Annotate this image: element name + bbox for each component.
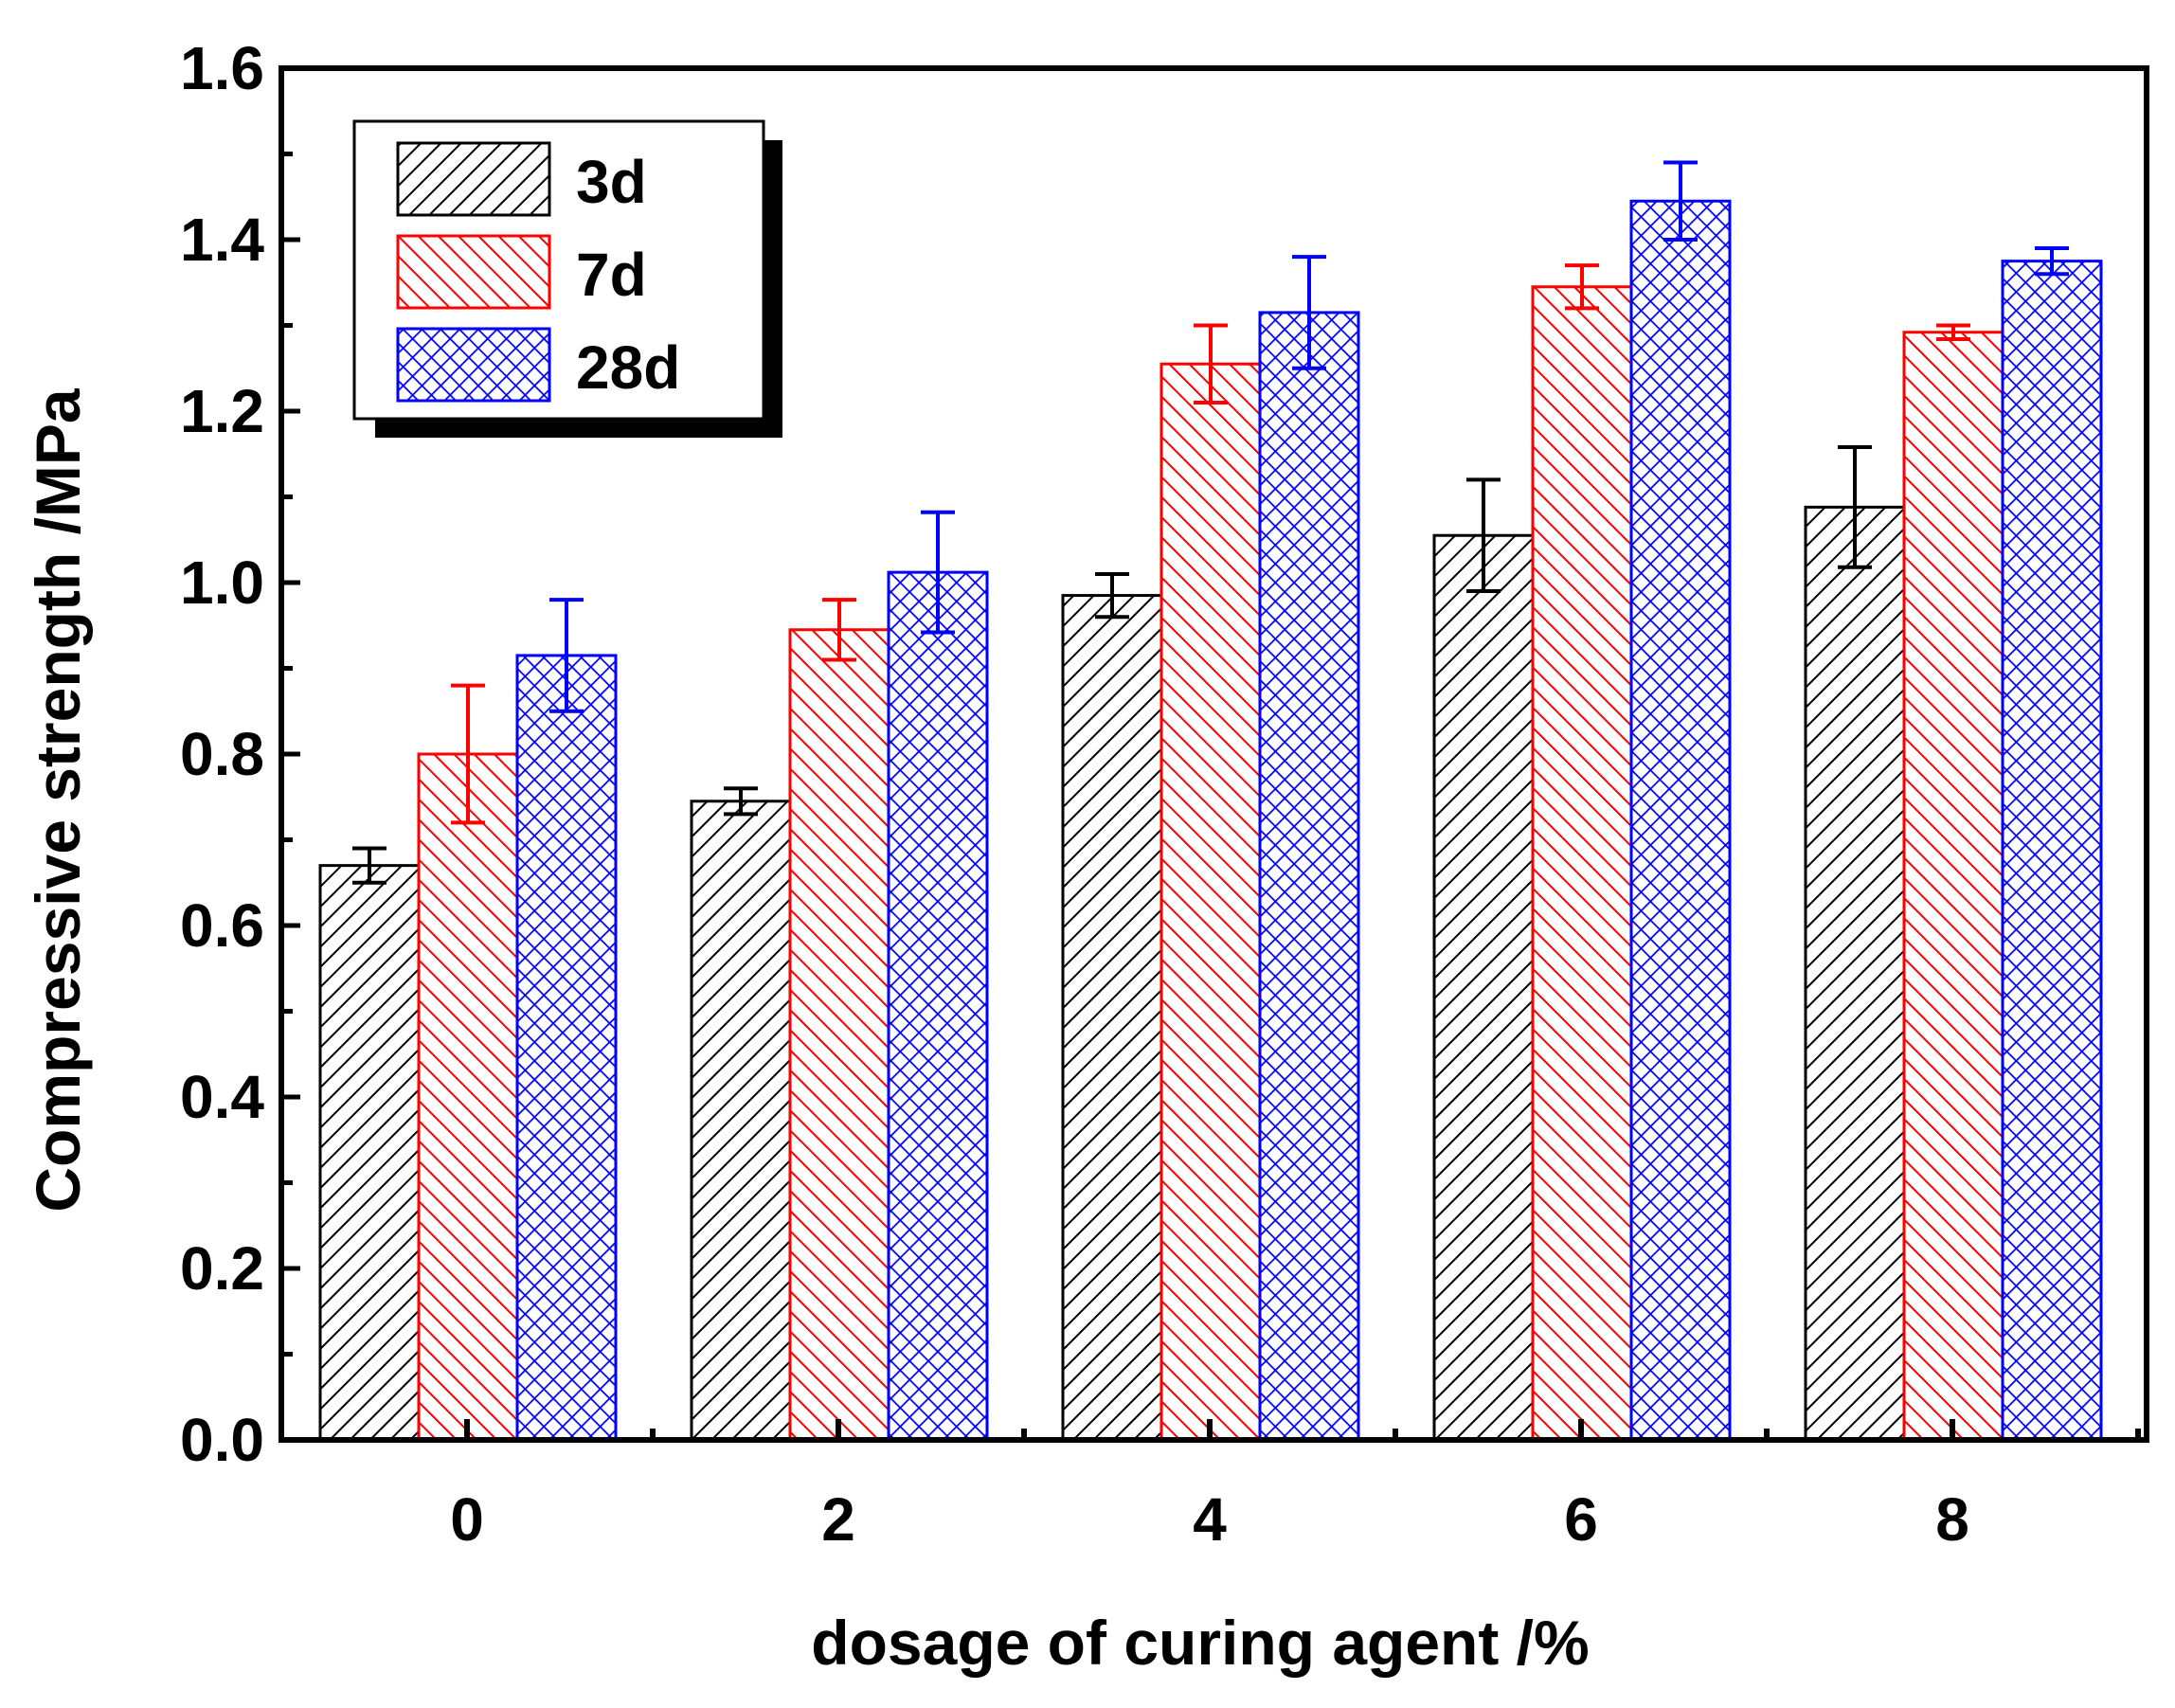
bar-28d-4 bbox=[1258, 311, 1360, 1442]
error-bar-7d-0 bbox=[451, 683, 485, 825]
error-bar-28d-2 bbox=[921, 510, 955, 635]
bar-3d-6 bbox=[1432, 533, 1535, 1442]
bar-3d-2 bbox=[690, 800, 792, 1442]
error-bar-7d-6 bbox=[1565, 263, 1599, 311]
legend-label-7d: 7d bbox=[576, 241, 647, 309]
error-bar-3d-2 bbox=[724, 786, 758, 817]
error-bar-28d-0 bbox=[549, 598, 584, 713]
error-bar-28d-6 bbox=[1663, 160, 1698, 242]
bar-7d-4 bbox=[1159, 362, 1262, 1442]
legend: 3d 7d 28d bbox=[352, 119, 782, 438]
y-tick-label: 1.4 bbox=[180, 206, 264, 274]
bar-7d-6 bbox=[1531, 285, 1633, 1442]
x-axis-title: dosage of curing agent /% bbox=[811, 1608, 1589, 1678]
legend-label-28d: 28d bbox=[576, 333, 680, 402]
bar-7d-0 bbox=[417, 752, 519, 1442]
bar-28d-2 bbox=[887, 570, 989, 1442]
error-bar-28d-4 bbox=[1292, 255, 1326, 370]
y-tick-label: 1.0 bbox=[180, 548, 264, 617]
y-tick-label: 1.2 bbox=[180, 377, 264, 445]
bar-7d-8 bbox=[1902, 331, 2004, 1442]
x-tick-label: 4 bbox=[1193, 1485, 1227, 1554]
x-tick-label: 8 bbox=[1935, 1485, 1969, 1554]
error-bar-3d-0 bbox=[352, 846, 386, 885]
legend-swatch-28d bbox=[396, 327, 551, 403]
y-tick-label: 0.8 bbox=[180, 720, 264, 788]
error-bar-28d-8 bbox=[2035, 246, 2069, 277]
legend-swatch-7d bbox=[396, 234, 551, 310]
bar-28d-8 bbox=[2001, 260, 2103, 1442]
bar-28d-6 bbox=[1629, 199, 1732, 1442]
error-bar-3d-8 bbox=[1838, 445, 1872, 569]
y-tick-label: 0.4 bbox=[180, 1063, 264, 1131]
bar-3d-8 bbox=[1804, 505, 1906, 1442]
bar-3d-4 bbox=[1061, 594, 1163, 1442]
x-tick-label: 2 bbox=[821, 1485, 855, 1554]
x-tick-label: 6 bbox=[1564, 1485, 1598, 1554]
y-tick-label: 0.0 bbox=[180, 1406, 264, 1474]
bar-28d-0 bbox=[515, 654, 618, 1442]
error-bars-layer bbox=[352, 160, 2069, 885]
bar-7d-2 bbox=[788, 628, 890, 1442]
axes-layer: 0.0 0.2 0.4 0.6 0.8 1.0 1.2 1.4 1.6 0 2 4 6 8 bbox=[180, 34, 2149, 1554]
error-bar-3d-6 bbox=[1466, 477, 1501, 594]
y-axis-title: Compressive strength /MPa bbox=[23, 387, 93, 1213]
error-bar-3d-4 bbox=[1095, 571, 1129, 620]
legend-label-3d: 3d bbox=[576, 148, 647, 216]
legend-swatch-3d bbox=[396, 141, 551, 217]
error-bar-7d-2 bbox=[822, 598, 856, 662]
bar-3d-0 bbox=[318, 864, 421, 1442]
x-tick-label: 0 bbox=[450, 1485, 484, 1554]
y-tick-label: 0.2 bbox=[180, 1234, 264, 1303]
y-tick-label: 0.6 bbox=[180, 891, 264, 960]
bars-layer bbox=[318, 199, 2103, 1442]
y-tick-label: 1.6 bbox=[180, 34, 264, 102]
error-bar-7d-8 bbox=[1936, 323, 1970, 341]
error-bar-7d-4 bbox=[1194, 323, 1228, 405]
